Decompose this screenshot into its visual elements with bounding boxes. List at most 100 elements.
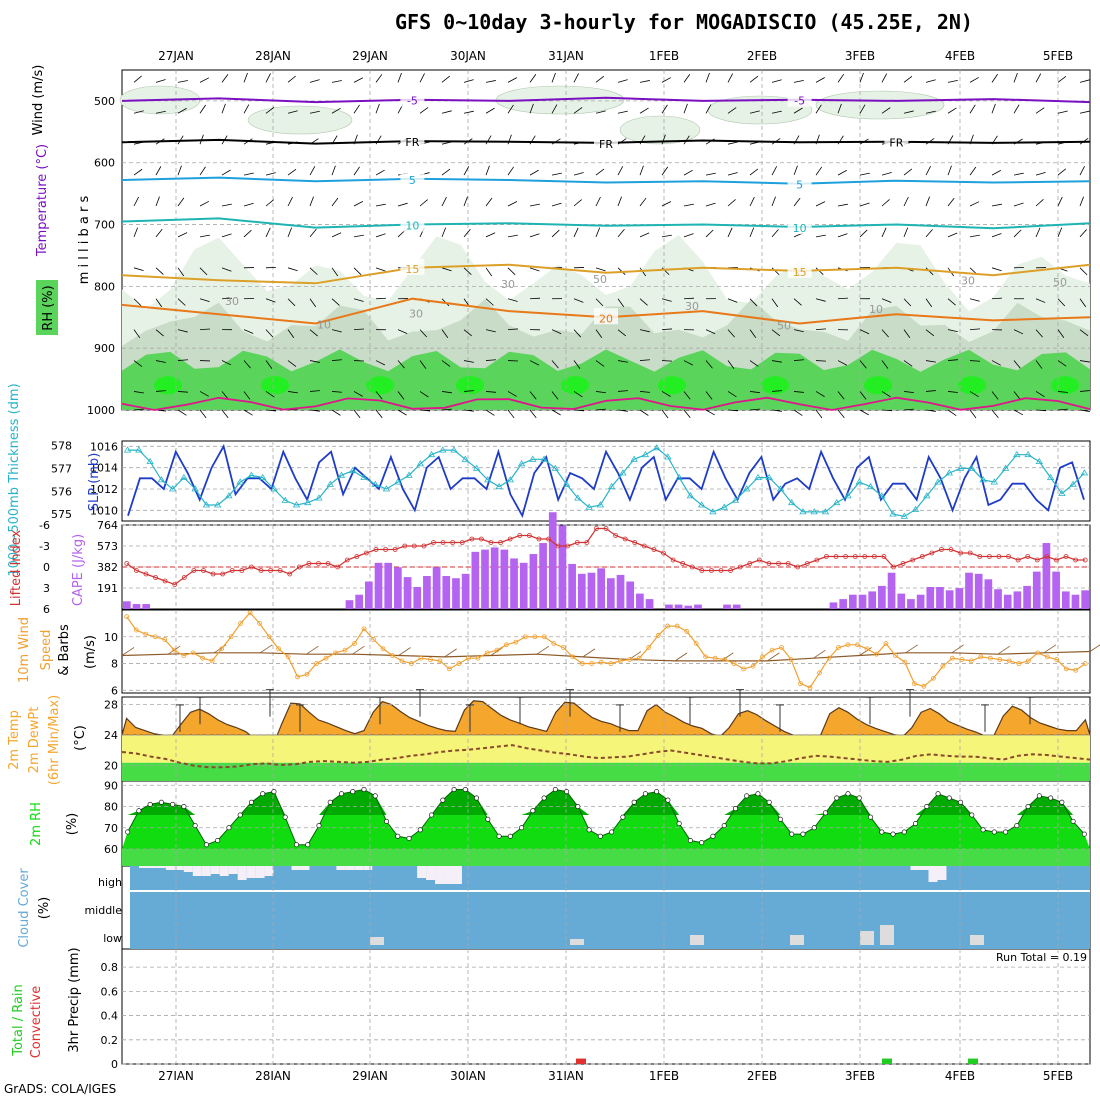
cloud-gap: [354, 866, 364, 870]
date-label-bottom: 4FEB: [945, 1069, 975, 1080]
wind-barb: [617, 360, 628, 363]
wind-speed-marker: [133, 627, 139, 633]
wind-barb: [683, 73, 691, 83]
wind-barb: [243, 202, 254, 207]
lifted-index-marker: [843, 554, 849, 559]
wind-barb: [617, 79, 628, 83]
thickness-marker: [506, 476, 515, 483]
lifted-index-marker: [565, 543, 571, 549]
cape-bar: [1003, 594, 1012, 609]
wind-barb: [639, 107, 649, 114]
rh2m-marker: [744, 793, 750, 799]
lifted-tick-label: 6: [43, 603, 50, 616]
cape-bar: [423, 576, 431, 609]
surface-wind-barb: [674, 652, 688, 662]
rh2m-marker: [868, 814, 874, 820]
wind-barb: [1079, 110, 1090, 114]
wind-speed-marker: [152, 634, 158, 640]
wind-speed-marker: [124, 614, 130, 620]
wind-barb: [243, 229, 252, 238]
thickness-marker: [765, 473, 773, 481]
lifted-index-marker: [891, 564, 896, 570]
rh2m-marker: [721, 823, 727, 829]
lifted-index-marker: [929, 550, 935, 556]
lifted-index-marker: [919, 554, 925, 559]
wind-barb: [903, 298, 912, 307]
temp-contour-label-bg: [400, 90, 425, 107]
wind-barb: [815, 328, 827, 331]
wind-barb: [661, 409, 669, 419]
wind-barb: [1057, 196, 1063, 207]
lifted-index-marker: [900, 561, 906, 566]
temp-contour-label-bg: [400, 169, 425, 186]
cloud-tick-label: middle: [84, 904, 122, 917]
wind-barb: [683, 360, 694, 366]
rh2m-marker: [755, 791, 761, 797]
precip-bar: [576, 1058, 586, 1064]
wind-speed-marker: [836, 645, 841, 650]
thickness-marker: [810, 508, 818, 515]
rh2m-marker: [372, 793, 378, 799]
thickness-marker: [348, 466, 357, 474]
wind-barb: [485, 267, 493, 277]
cloud-tick-label: low: [103, 932, 122, 945]
temp-contour-label-bg: [400, 258, 425, 275]
cape-bar: [568, 563, 576, 609]
wind-speed-marker: [855, 642, 860, 648]
wind-barb: [199, 267, 208, 276]
wind-speed-marker: [579, 661, 585, 666]
wind-barb: [463, 267, 472, 275]
low-cloud-bar: [970, 935, 984, 945]
cloud-gap: [444, 866, 453, 884]
lifted-index-marker: [824, 554, 829, 559]
cape-bar: [345, 600, 354, 609]
wind-barb: [463, 196, 468, 207]
wind-barb: [1035, 227, 1041, 238]
wind-barb: [177, 329, 188, 333]
lifted-index-marker: [402, 543, 408, 549]
wind-barb: [595, 408, 606, 411]
precip-frame: [121, 948, 1091, 1065]
wind-barb: [815, 77, 825, 83]
wind-barb: [705, 409, 715, 416]
temp-tick-label: 24: [104, 729, 118, 742]
wind-speed-marker: [551, 641, 557, 646]
wind-speed-marker: [1063, 666, 1069, 672]
lifted-index-marker: [1054, 557, 1059, 563]
cape-bar: [500, 549, 509, 609]
wind-barb: [727, 329, 735, 338]
wind-barb: [925, 390, 936, 392]
lifted-index-marker: [833, 554, 839, 559]
thickness-marker: [562, 480, 571, 487]
wind-barb: [309, 390, 320, 392]
rh2m-marker: [586, 827, 592, 833]
wind-barb: [463, 360, 474, 363]
wind-barb: [903, 329, 911, 338]
wind-speed-marker: [171, 647, 177, 653]
temp-contour-label: 10: [405, 220, 419, 233]
wind-barb: [287, 75, 296, 83]
wind-barb: [1035, 107, 1045, 114]
wind-barb: [1035, 73, 1042, 83]
wind-barb: [639, 391, 650, 393]
wind-barb: [133, 110, 144, 114]
temp-contour-label: 15: [793, 266, 807, 279]
lifted-index-marker: [488, 540, 494, 545]
wind-barb: [1013, 360, 1021, 369]
wind-barb: [925, 409, 936, 412]
lifted-index-marker: [258, 568, 264, 573]
wind-speed-marker: [760, 654, 765, 660]
wind-barb: [1035, 171, 1046, 176]
wind-barb: [441, 329, 449, 339]
wind-barb: [177, 165, 182, 176]
temp-contour-label-bg: [884, 132, 909, 149]
thickness-marker: [675, 473, 683, 481]
wind-barb: [969, 360, 981, 362]
surface-wind-barb: [121, 647, 135, 656]
wind-speed-marker: [532, 634, 538, 640]
rh2m-marker: [856, 795, 862, 801]
wind-barb: [837, 391, 845, 400]
wind-barb: [815, 298, 826, 302]
rh2m-marker: [395, 833, 401, 839]
cape-bar: [510, 558, 518, 609]
